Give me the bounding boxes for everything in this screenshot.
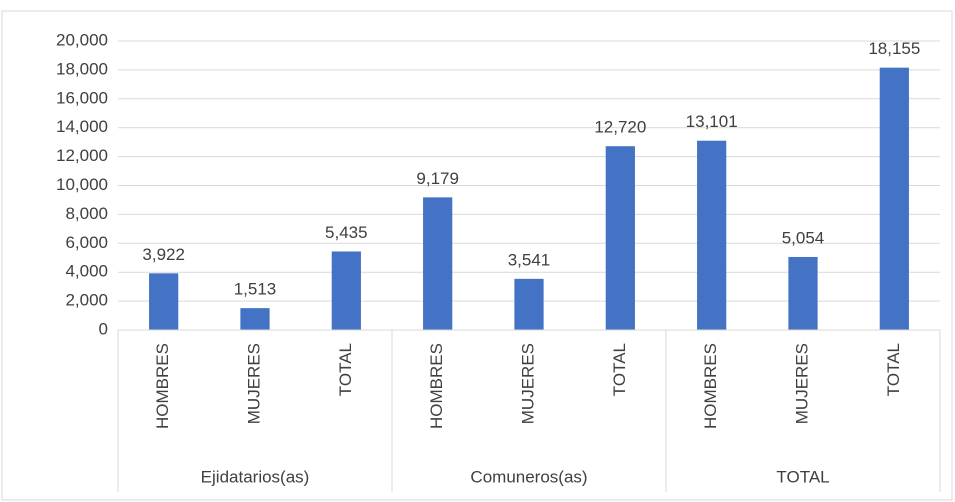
x-tick-label: HOMBRES (701, 343, 720, 429)
group-label: Ejidatarios(as) (201, 467, 310, 486)
y-tick-label: 20,000 (56, 30, 108, 49)
y-tick-label: 2,000 (65, 291, 108, 310)
bar (423, 197, 453, 330)
value-label: 9,179 (416, 169, 459, 188)
x-tick-label: TOTAL (336, 343, 355, 396)
value-label: 5,054 (782, 228, 825, 247)
x-tick-label: HOMBRES (427, 343, 446, 429)
bar (879, 67, 909, 330)
x-tick-label: TOTAL (884, 343, 903, 396)
y-tick-label: 12,000 (56, 146, 108, 165)
bar (331, 251, 361, 330)
value-label: 12,720 (594, 118, 646, 137)
x-tick-label: MUJERES (244, 343, 263, 424)
bar (149, 273, 179, 330)
value-label: 3,922 (142, 245, 185, 264)
y-tick-label: 18,000 (56, 59, 108, 78)
bar (605, 146, 635, 330)
x-tick-label: HOMBRES (153, 343, 172, 429)
chart-border (1, 10, 953, 501)
y-tick-label: 16,000 (56, 88, 108, 107)
value-label: 3,541 (508, 250, 551, 269)
bar (697, 140, 727, 330)
y-tick-label: 0 (99, 319, 108, 338)
bar (240, 308, 270, 330)
y-tick-label: 4,000 (65, 262, 108, 281)
value-label: 1,513 (234, 280, 277, 299)
bar (788, 256, 818, 330)
value-label: 5,435 (325, 223, 368, 242)
y-tick-label: 8,000 (65, 204, 108, 223)
value-label: 18,155 (868, 39, 920, 58)
bar (514, 278, 544, 330)
x-tick-label: MUJERES (792, 343, 811, 424)
x-tick-label: MUJERES (518, 343, 537, 424)
y-tick-label: 14,000 (56, 117, 108, 136)
y-tick-label: 6,000 (65, 233, 108, 252)
group-label: Comuneros(as) (470, 467, 587, 486)
x-tick-label: TOTAL (610, 343, 629, 396)
y-tick-label: 10,000 (56, 175, 108, 194)
value-label: 13,101 (686, 112, 738, 131)
group-label: TOTAL (776, 467, 829, 486)
